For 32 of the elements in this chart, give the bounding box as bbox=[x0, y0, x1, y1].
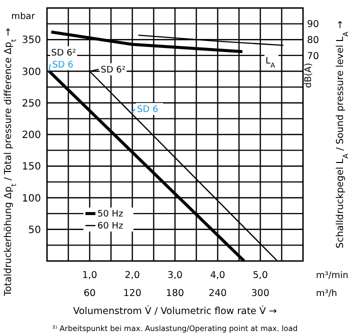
y-tick-label: 300 bbox=[22, 66, 41, 78]
x2-tick-label: 300 bbox=[251, 288, 270, 299]
text: dB(A) bbox=[304, 62, 314, 88]
x2-tick-label: 60 bbox=[84, 288, 96, 299]
x-tick-label: 4,0 bbox=[210, 270, 226, 281]
y-tick-label: 350 bbox=[22, 35, 41, 46]
annotation: SD 6² bbox=[51, 48, 76, 58]
y-tick-label: 150 bbox=[22, 162, 41, 173]
y-tick-label: 200 bbox=[22, 130, 41, 141]
y2-tick-label: 70 bbox=[307, 50, 320, 62]
x-tick-label: 5,0 bbox=[252, 270, 268, 281]
text: mbar bbox=[11, 12, 36, 22]
x-tick-label: 2,0 bbox=[124, 270, 140, 281]
y-tick-label: 250 bbox=[22, 98, 41, 110]
x-tick-label: 1,0 bbox=[82, 270, 98, 281]
x-tick-label: 3,0 bbox=[167, 270, 183, 281]
legend-label: 50 Hz bbox=[97, 210, 124, 220]
text: m³/h bbox=[316, 289, 338, 299]
y-tick-label: 50 bbox=[28, 224, 41, 236]
y2-tick-label: 90 bbox=[307, 19, 320, 30]
x-axis-title: Volumenstrom V̇ / Volumetric flow rate V̇ → bbox=[73, 305, 277, 317]
x2-tick-label: 120 bbox=[123, 288, 142, 299]
x2-tick-label: 240 bbox=[208, 288, 227, 299]
y2-tick-label: 80 bbox=[307, 34, 320, 46]
annotation: SD 6 bbox=[137, 105, 159, 116]
text: m³/min bbox=[316, 271, 348, 281]
x2-tick-label: 180 bbox=[166, 288, 184, 299]
annotation: SD 6² bbox=[100, 65, 126, 76]
annotation: L$_{A}$ bbox=[265, 56, 276, 70]
legend-label: 60 Hz bbox=[97, 222, 124, 232]
y-tick-label: 100 bbox=[22, 193, 41, 204]
annotation: SD 6 bbox=[52, 60, 74, 70]
